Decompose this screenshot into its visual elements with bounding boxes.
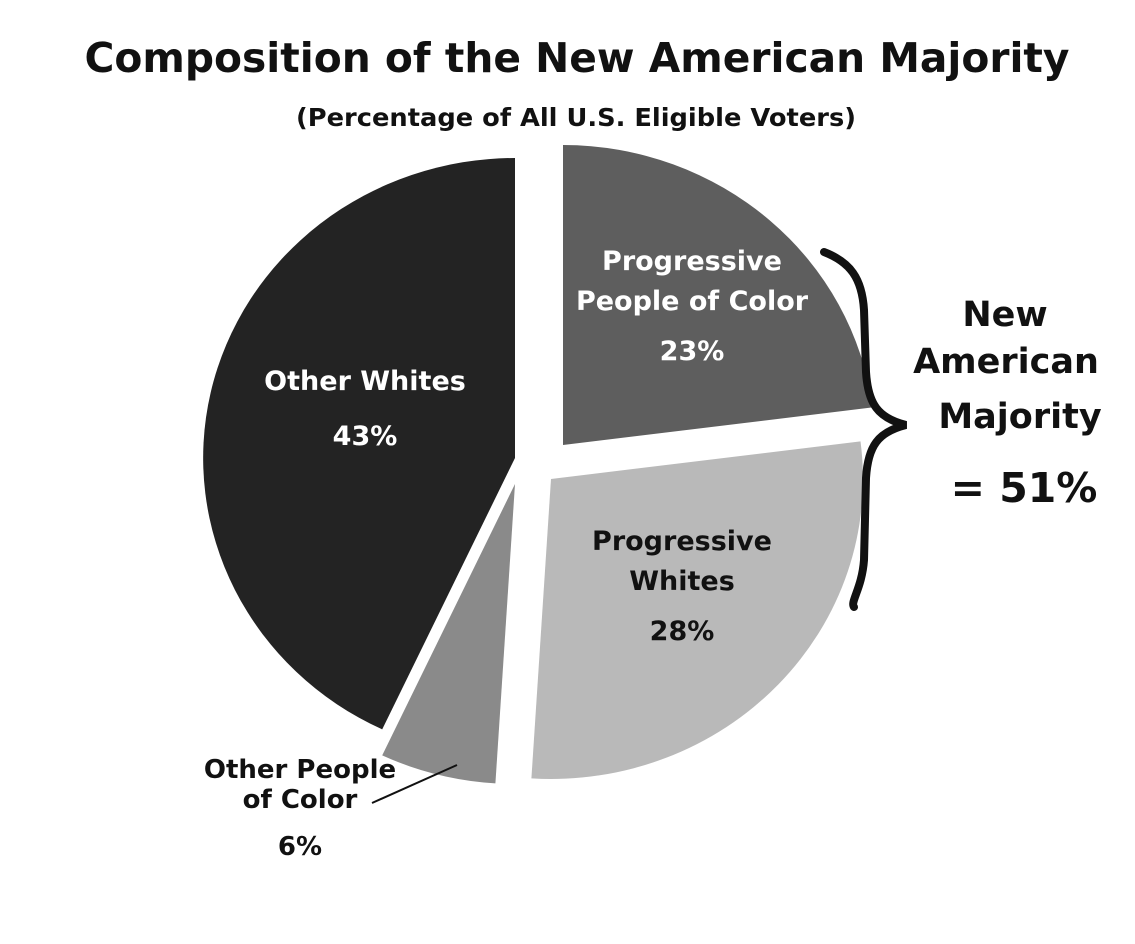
slice-label: of Color xyxy=(243,785,358,815)
chart-subtitle: (Percentage of All U.S. Eligible Voters) xyxy=(296,103,856,132)
annotation-line: Majority xyxy=(938,397,1101,437)
chart-title: Composition of the New American Majority xyxy=(85,34,1070,82)
slice-label: Progressive xyxy=(592,526,772,557)
slice-value-label: 28% xyxy=(650,616,715,647)
slice-label: Other Whites xyxy=(264,366,466,397)
annotation-total: = 51% xyxy=(951,464,1098,512)
slice-label: People of Color xyxy=(576,286,809,317)
new-american-majority-brace xyxy=(820,248,908,611)
pie-slices xyxy=(203,145,873,784)
pie-slice-other-people-of-color xyxy=(382,484,515,784)
pie-slice-labels: Progressive People of Color 23% Progressive… xyxy=(204,246,809,862)
new-american-majority-annotation: New American Majority = 51% xyxy=(913,295,1102,512)
annotation-line: New xyxy=(962,295,1047,335)
slice-value-label: 43% xyxy=(333,421,398,452)
slice-value-label: 6% xyxy=(278,832,322,862)
slice-label: Other People xyxy=(204,755,396,785)
slice-value-label: 23% xyxy=(660,336,725,367)
slice-label: Whites xyxy=(629,566,735,597)
annotation-line: American xyxy=(913,342,1099,382)
slice-label: Progressive xyxy=(602,246,782,277)
pie-slice-progressive-people-of-color xyxy=(563,145,873,445)
other-people-of-color-leader-line xyxy=(371,764,458,804)
pie-slice-progressive-whites xyxy=(531,441,863,779)
pie-slice-other-whites xyxy=(203,158,515,730)
